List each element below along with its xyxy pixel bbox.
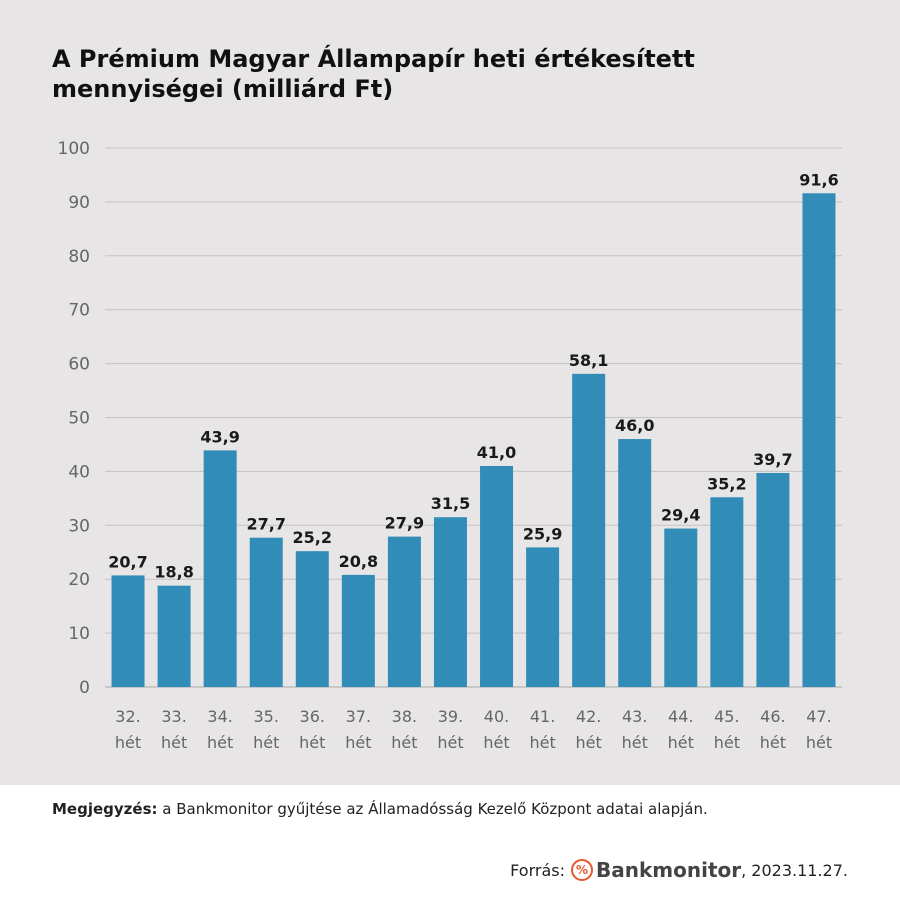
data-label: 18,8 bbox=[154, 563, 193, 582]
bar bbox=[249, 537, 283, 687]
bar bbox=[710, 497, 744, 687]
bar bbox=[111, 575, 145, 687]
bar bbox=[618, 439, 652, 687]
data-label: 25,9 bbox=[523, 524, 562, 543]
source-date: , 2023.11.27. bbox=[741, 860, 848, 880]
note: Megjegyzés: a Bankmonitor gyűjtése az Ál… bbox=[52, 800, 708, 818]
note-text: a Bankmonitor gyűjtése az Államadósság K… bbox=[157, 800, 708, 818]
data-label: 35,2 bbox=[707, 474, 746, 493]
x-tick-label: 45. hét bbox=[714, 707, 740, 752]
logo-text: Bankmonitor bbox=[596, 858, 742, 882]
x-tick-label: 47. hét bbox=[806, 707, 832, 752]
y-tick-label: 70 bbox=[68, 301, 90, 321]
data-label: 29,4 bbox=[661, 506, 700, 525]
data-label: 39,7 bbox=[753, 450, 792, 469]
y-tick-label: 10 bbox=[68, 624, 90, 644]
source: Forrás: % Bankmonitor, 2023.11.27. bbox=[510, 858, 848, 882]
x-tick-label: 39. hét bbox=[437, 707, 463, 752]
y-tick-label: 30 bbox=[68, 516, 90, 536]
data-label: 58,1 bbox=[569, 351, 608, 370]
data-label: 31,5 bbox=[431, 494, 470, 513]
data-label: 41,0 bbox=[477, 443, 516, 462]
x-tick-label: 41. hét bbox=[529, 707, 555, 752]
x-tick-label: 34. hét bbox=[207, 707, 233, 752]
data-label: 43,9 bbox=[200, 427, 239, 446]
x-tick-label: 46. hét bbox=[760, 707, 786, 752]
bar bbox=[157, 585, 191, 687]
source-label: Forrás: bbox=[510, 860, 565, 880]
bar bbox=[664, 528, 698, 687]
data-label: 20,7 bbox=[108, 552, 147, 571]
bar bbox=[433, 517, 467, 687]
y-tick-label: 90 bbox=[68, 193, 90, 213]
x-tick-label: 33. hét bbox=[161, 707, 187, 752]
y-tick-label: 80 bbox=[68, 247, 90, 267]
y-tick-label: 0 bbox=[79, 678, 90, 698]
bar bbox=[387, 536, 421, 687]
data-label: 27,9 bbox=[385, 514, 424, 533]
bar bbox=[480, 466, 514, 687]
y-tick-label: 40 bbox=[68, 462, 90, 482]
chart-title: A Prémium Magyar Állampapír heti értékes… bbox=[52, 45, 695, 103]
bankmonitor-logo: % Bankmonitor bbox=[571, 858, 741, 882]
x-tick-label: 36. hét bbox=[299, 707, 325, 752]
bar bbox=[756, 473, 790, 687]
x-tick-label: 38. hét bbox=[391, 707, 417, 752]
data-label: 25,2 bbox=[293, 528, 332, 547]
x-tick-label: 37. hét bbox=[345, 707, 371, 752]
data-label: 20,8 bbox=[339, 552, 378, 571]
x-tick-label: 42. hét bbox=[576, 707, 602, 752]
x-tick-label: 32. hét bbox=[115, 707, 141, 752]
data-label: 91,6 bbox=[799, 170, 838, 189]
bar bbox=[295, 551, 329, 687]
data-label: 27,7 bbox=[246, 515, 285, 534]
bar bbox=[802, 193, 836, 687]
bar bbox=[203, 450, 237, 687]
y-tick-label: 20 bbox=[68, 570, 90, 590]
bar bbox=[341, 574, 375, 687]
bar-chart: 0 10 20 30 40 50 60 70 80 90 100 20,7 32. hét 18,8 33. h… bbox=[58, 139, 842, 752]
y-tick-label: 50 bbox=[68, 409, 90, 429]
x-tick-label: 40. hét bbox=[483, 707, 509, 752]
bar bbox=[572, 373, 606, 687]
x-tick-label: 43. hét bbox=[622, 707, 648, 752]
x-tick-label: 35. hét bbox=[253, 707, 279, 752]
percent-icon: % bbox=[571, 859, 593, 881]
y-tick-label: 60 bbox=[68, 355, 90, 375]
data-label: 46,0 bbox=[615, 416, 654, 435]
note-label: Megjegyzés: bbox=[52, 800, 158, 818]
y-tick-label: 100 bbox=[58, 139, 90, 159]
bar bbox=[526, 547, 560, 687]
x-tick-label: 44. hét bbox=[668, 707, 694, 752]
